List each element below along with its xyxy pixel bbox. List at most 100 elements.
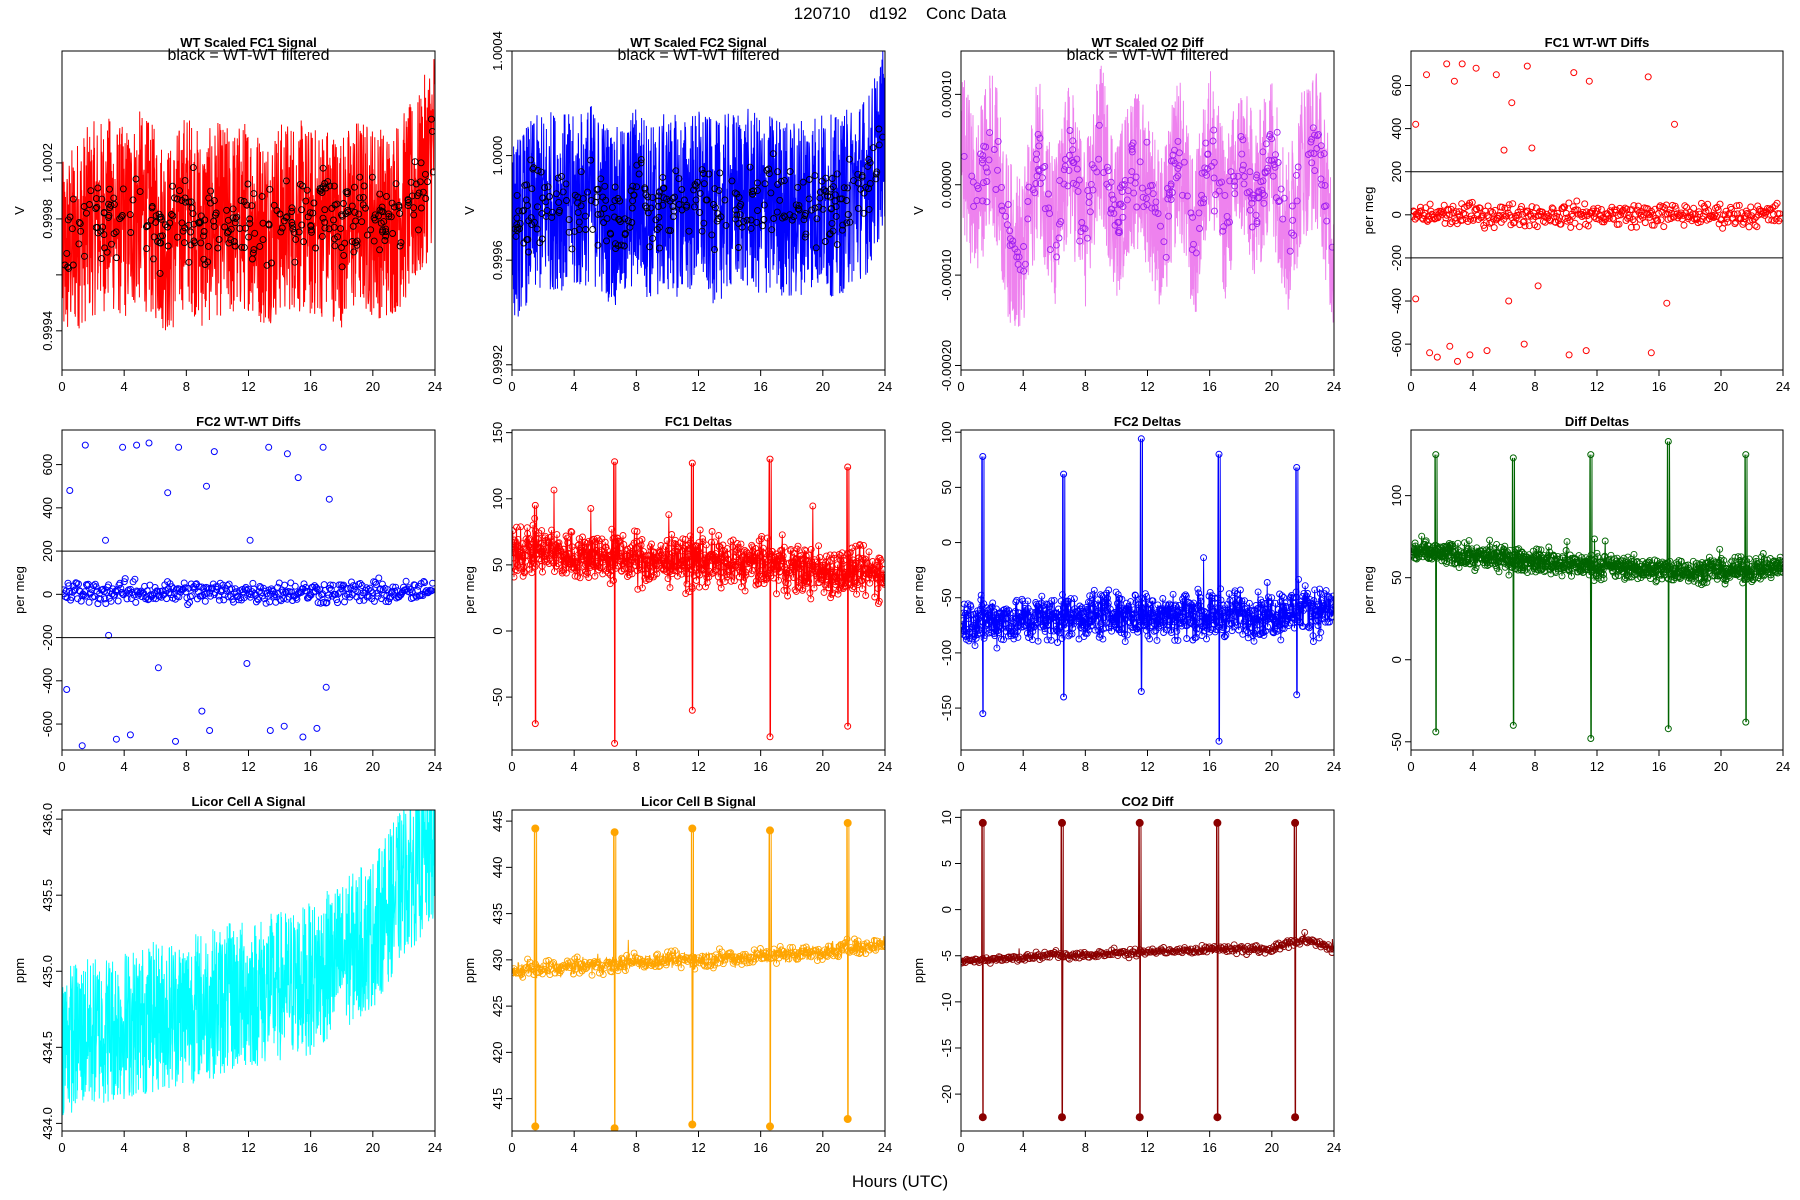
filtered-point — [1087, 180, 1095, 188]
data-point — [323, 599, 331, 607]
data-point — [720, 546, 728, 554]
data-point — [1271, 599, 1279, 607]
data-point — [1036, 610, 1044, 618]
filtered-point — [1167, 196, 1175, 203]
filtered-point — [1230, 177, 1238, 185]
data-point — [1778, 565, 1783, 573]
data-point — [1088, 612, 1096, 619]
filtered-point — [338, 212, 346, 220]
outlier-point — [283, 450, 291, 458]
filtered-point — [353, 237, 361, 245]
data-point — [92, 583, 100, 591]
data-point — [1146, 624, 1154, 632]
data-point — [262, 599, 270, 607]
x-tick-label: 12 — [691, 759, 705, 774]
filtered-point — [642, 191, 650, 199]
data-point — [1446, 220, 1454, 228]
data-point — [688, 585, 696, 593]
filtered-point — [1110, 209, 1118, 217]
data-point — [1314, 622, 1322, 629]
data-point — [971, 642, 979, 650]
data-point — [1594, 204, 1602, 212]
data-point — [697, 565, 705, 573]
data-point — [1449, 202, 1457, 210]
data-point — [1118, 626, 1126, 634]
data-point — [1634, 575, 1642, 583]
filtered-point — [646, 243, 654, 251]
outlier-point — [102, 536, 109, 544]
filtered-point — [969, 178, 977, 186]
filtered-point — [103, 248, 111, 256]
filtered-point — [523, 181, 531, 189]
data-point — [531, 514, 539, 522]
data-point — [1476, 204, 1484, 212]
data-point — [613, 963, 621, 971]
data-point — [875, 597, 883, 605]
filtered-point — [994, 166, 1001, 174]
data-point — [334, 599, 341, 607]
data-point — [585, 574, 593, 581]
filtered-point — [316, 187, 324, 195]
data-point — [609, 959, 617, 967]
filtered-point — [1090, 164, 1098, 172]
filtered-point — [1272, 151, 1279, 159]
data-point — [823, 573, 831, 580]
filtered-point — [1172, 174, 1180, 182]
data-point — [369, 589, 377, 597]
data-point — [1254, 588, 1262, 596]
filtered-point — [1074, 187, 1082, 195]
filtered-point — [248, 255, 256, 263]
y-tick-label: -100 — [939, 640, 954, 666]
data-point — [755, 580, 763, 587]
data-point — [405, 584, 413, 592]
filtered-point — [428, 127, 435, 135]
x-tick-label: 0 — [508, 759, 515, 774]
panel-licora: 0 4 8 12 16 20 24434.0434.5435.0435.5436.0ppmL… — [12, 794, 442, 1155]
data-point — [1315, 617, 1323, 624]
data-point — [512, 549, 517, 556]
data-point — [1104, 599, 1112, 607]
data-point — [807, 595, 815, 603]
data-point — [1540, 554, 1547, 562]
data-point — [1501, 542, 1509, 550]
outlier-point — [1647, 349, 1655, 357]
filtered-point — [330, 223, 338, 231]
filtered-point — [815, 203, 823, 211]
filtered-point — [844, 184, 852, 192]
data-point — [1299, 593, 1307, 600]
data-point — [356, 580, 364, 587]
data-point — [1563, 538, 1571, 546]
filtered-point — [781, 213, 789, 221]
filtered-point — [1006, 241, 1014, 249]
data-point — [547, 533, 555, 541]
data-point — [624, 958, 632, 966]
filtered-point — [548, 208, 556, 216]
filtered-point — [1231, 190, 1239, 198]
filtered-point — [983, 178, 991, 185]
spike-point — [1664, 438, 1672, 445]
data-point — [584, 569, 591, 577]
spike-point — [688, 459, 696, 467]
filtered-point — [196, 219, 204, 227]
data-point — [1238, 597, 1246, 605]
filtered-point — [850, 177, 857, 185]
filtered-point — [1069, 179, 1077, 187]
data-point — [809, 502, 817, 510]
data-point — [1218, 626, 1226, 634]
filtered-point — [1211, 207, 1218, 215]
filtered-point — [1035, 167, 1043, 175]
x-tick-label: 8 — [1531, 759, 1538, 774]
data-point — [1468, 198, 1476, 206]
filtered-point — [212, 209, 220, 217]
data-point — [1633, 557, 1641, 565]
filtered-point — [513, 214, 521, 222]
data-point — [1153, 636, 1161, 644]
filtered-point — [1069, 137, 1077, 145]
data-point — [634, 585, 642, 593]
data-point — [608, 525, 616, 533]
data-point — [789, 574, 797, 581]
filtered-point — [979, 159, 986, 167]
data-point — [1311, 586, 1319, 594]
outlier-point — [1520, 340, 1528, 348]
filtered-point — [743, 216, 751, 224]
